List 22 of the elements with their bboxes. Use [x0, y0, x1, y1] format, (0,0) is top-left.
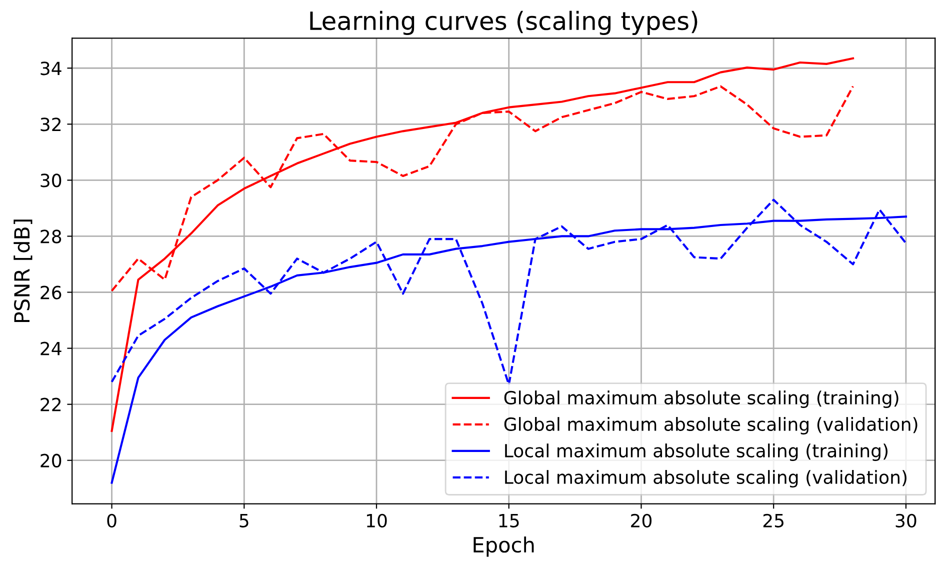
x-axis-title: Epoch [474, 536, 534, 557]
x-tick-label: 30 [896, 514, 916, 528]
y-tick-label: 26 [40, 286, 62, 300]
legend-label: Global maximum absolute scaling (training) [504, 390, 898, 408]
y-tick-label: 32 [40, 118, 61, 132]
x-tick-label: 10 [366, 514, 387, 528]
x-tick-label: 20 [631, 514, 652, 528]
y-tick-label: 30 [40, 174, 62, 188]
x-tick-label: 0 [107, 514, 116, 528]
y-axis-title: PSNR [dB] [14, 220, 32, 322]
legend-label: Global maximum absolute scaling (validation) [504, 417, 918, 435]
y-tick-label: 34 [40, 62, 62, 76]
legend-label: Local maximum absolute scaling (validation) [505, 470, 906, 488]
y-tick-label: 24 [40, 342, 62, 356]
x-tick-label: 25 [763, 514, 784, 528]
legend-label: Local maximum absolute scaling (training) [505, 444, 888, 462]
x-tick-label: 5 [240, 514, 248, 528]
y-tick-label: 28 [40, 230, 62, 244]
y-tick-label: 22 [40, 398, 61, 412]
y-tick-label: 20 [40, 454, 62, 468]
x-tick-label: 15 [499, 514, 519, 528]
chart-title: Learning curves (scaling types) [310, 10, 698, 36]
